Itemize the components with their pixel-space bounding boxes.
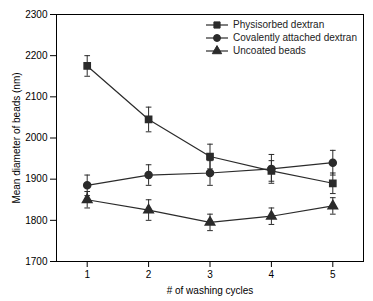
svg-text:5: 5 [330,269,336,280]
svg-text:2300: 2300 [25,9,48,20]
svg-text:2200: 2200 [25,50,48,61]
svg-text:1: 1 [84,269,90,280]
svg-text:2: 2 [146,269,152,280]
html-text:Uncoated beads: Uncoated beads [233,45,306,56]
svg-text:2100: 2100 [25,91,48,102]
svg-text:1700: 1700 [25,256,48,267]
html-text:Covalently attached dextran: Covalently attached dextran [233,32,357,43]
html-text:Physisorbed dextran: Physisorbed dextran [233,19,325,30]
svg-text:3: 3 [207,269,213,280]
svg-text:# of washing cycles: # of washing cycles [167,285,254,296]
svg-text:Mean diameter of beads (nm): Mean diameter of beads (nm) [11,72,22,203]
svg-text:1800: 1800 [25,215,48,226]
svg-text:4: 4 [269,269,275,280]
svg-text:1900: 1900 [25,173,48,184]
svg-text:2000: 2000 [25,132,48,143]
